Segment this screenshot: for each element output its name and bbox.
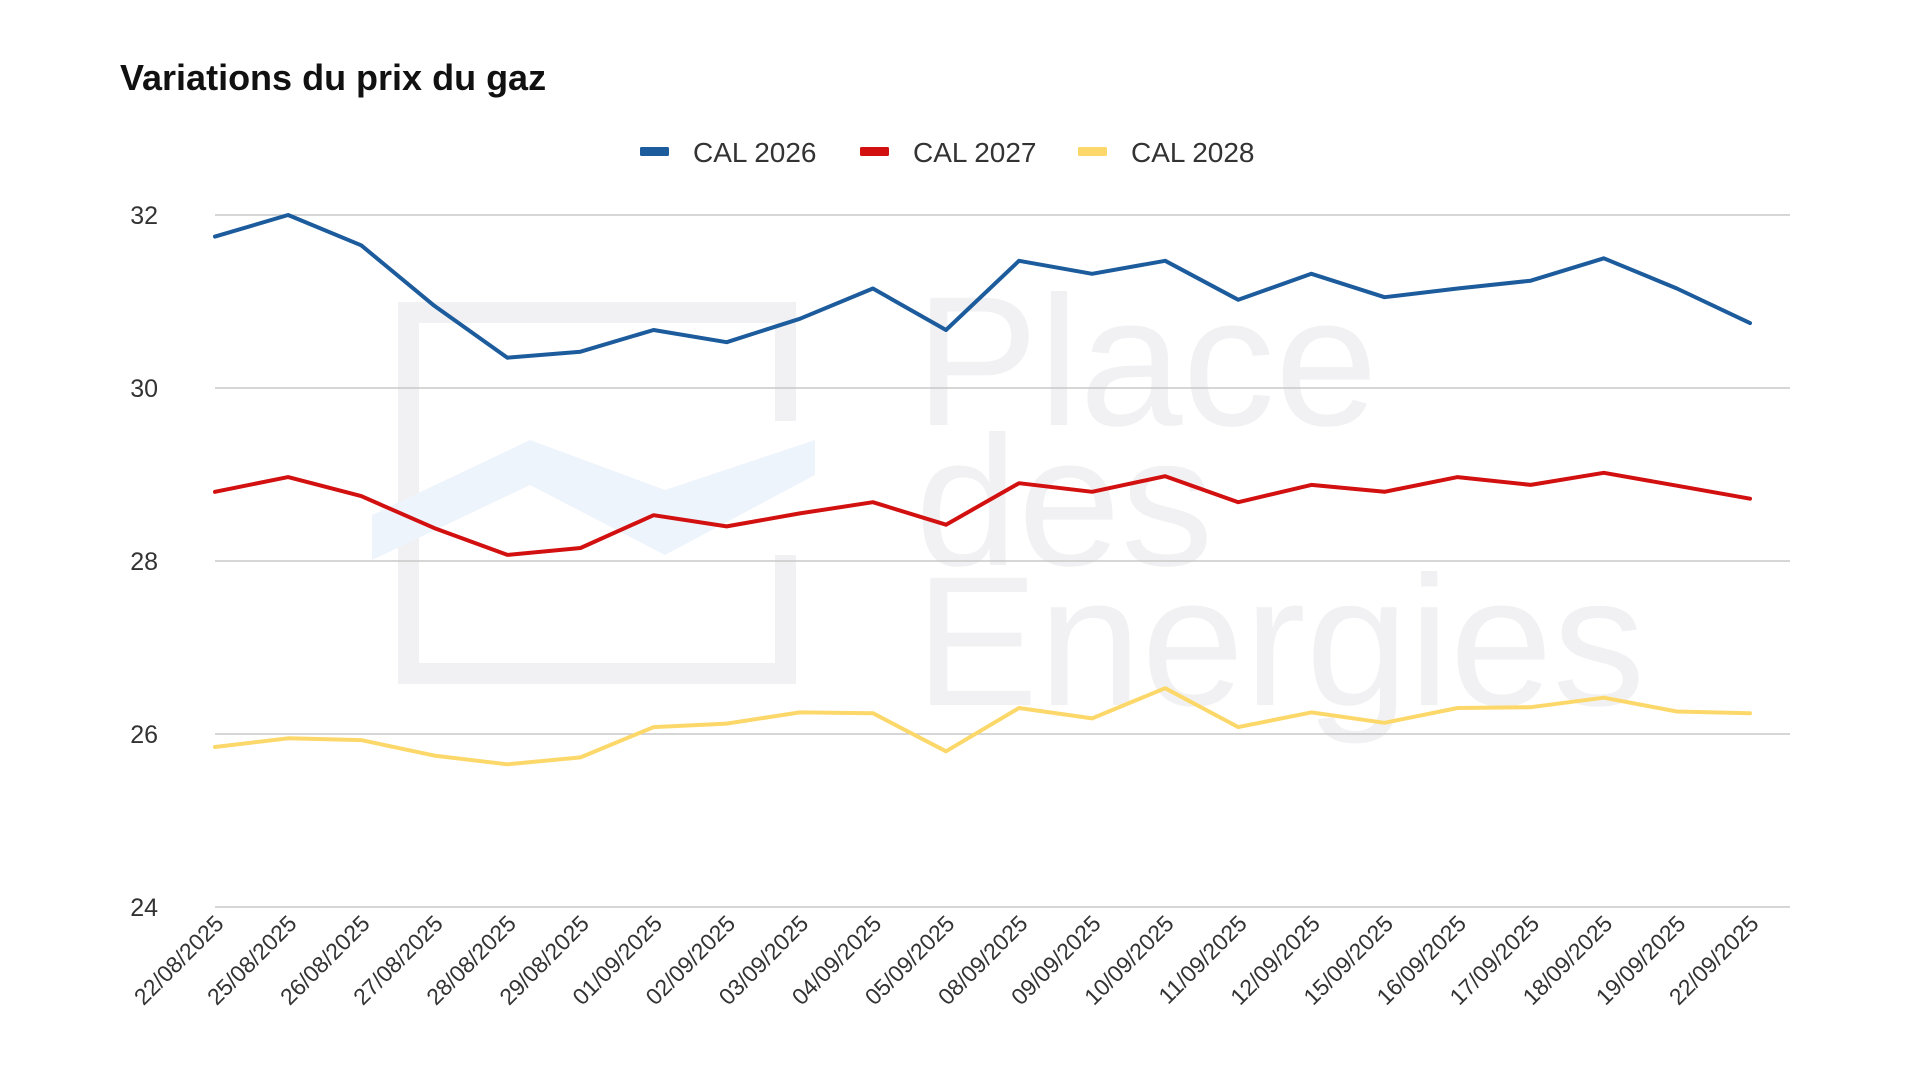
legend-label: CAL 2026 <box>693 137 817 168</box>
y-tick-label: 26 <box>130 721 158 749</box>
watermark-text-line-2: des <box>915 399 1213 605</box>
x-axis-labels: 22/08/202525/08/202526/08/202527/08/2025… <box>129 910 1764 1010</box>
watermark-text-line-3: Energies <box>915 539 1645 745</box>
y-tick-label: 30 <box>130 375 158 403</box>
watermark-house-chevron-shape <box>372 440 815 560</box>
watermark-logo: Place des Energies <box>372 259 1645 745</box>
series-line-cal-2026 <box>213 213 1752 360</box>
legend-swatch <box>640 147 669 156</box>
legend-label: CAL 2027 <box>913 137 1037 168</box>
legend-swatch <box>1078 147 1107 156</box>
chart-title: Variations du prix du gaz <box>120 57 546 98</box>
watermark-text-line-1: Place <box>915 259 1378 465</box>
legend: CAL 2026 CAL 2027 CAL 2028 <box>640 137 1255 168</box>
grid-lines <box>215 214 1790 908</box>
legend-label: CAL 2028 <box>1131 137 1255 168</box>
y-tick-label: 28 <box>130 548 158 576</box>
series-lines <box>213 213 1752 767</box>
legend-swatch <box>860 147 889 156</box>
y-tick-label: 32 <box>130 202 158 230</box>
series-line-cal-2027 <box>213 470 1752 557</box>
y-tick-label: 24 <box>130 894 158 922</box>
y-axis-labels: 24 26 28 30 32 <box>130 202 158 922</box>
series-line-cal-2028 <box>213 686 1752 767</box>
